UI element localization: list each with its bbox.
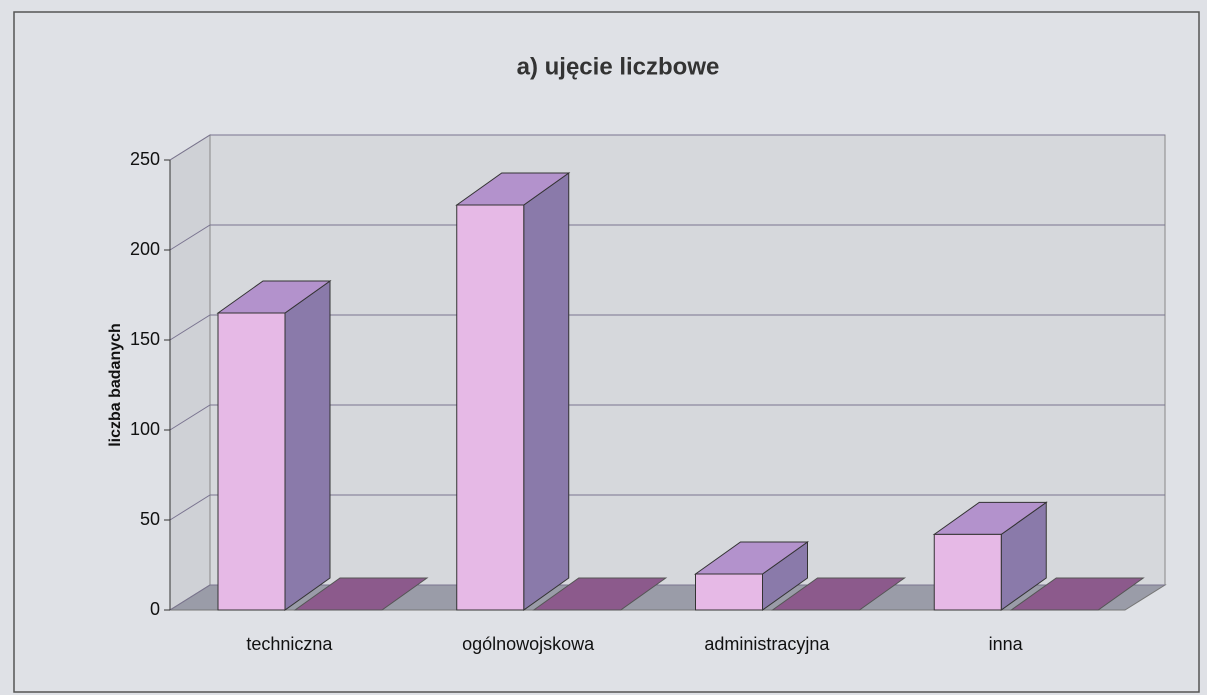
floor-slab — [1009, 577, 1145, 611]
x-tick-label: techniczna — [246, 634, 333, 654]
x-tick-label: administracyjna — [704, 634, 830, 654]
bar — [217, 312, 286, 611]
grid-line — [169, 494, 1165, 521]
grid-line — [169, 314, 1165, 341]
bar-side — [284, 280, 331, 611]
x-tick-label: inna — [989, 634, 1024, 654]
bar — [456, 204, 525, 611]
grid-line — [169, 404, 1165, 431]
y-tick-label: 200 — [130, 239, 160, 259]
floor-slab — [293, 577, 429, 611]
grid-line — [169, 134, 1165, 161]
y-axis-label: liczba badanych — [107, 323, 124, 447]
bar — [695, 573, 763, 611]
side-wall — [169, 134, 211, 611]
y-tick-label: 250 — [130, 149, 160, 169]
bar — [933, 533, 1002, 611]
y-tick-label: 100 — [130, 419, 160, 439]
y-tick-label: 150 — [130, 329, 160, 349]
x-tick-label: ogólnowojskowa — [462, 634, 595, 654]
chart-title: a) ujęcie liczbowe — [517, 53, 720, 80]
frame — [13, 11, 1200, 693]
y-tick-label: 50 — [140, 509, 160, 529]
floor-slab — [532, 577, 668, 611]
grid-line — [169, 224, 1165, 251]
y-tick-label: 0 — [150, 599, 160, 619]
bar-side — [523, 172, 570, 611]
floor-slab — [770, 577, 907, 611]
